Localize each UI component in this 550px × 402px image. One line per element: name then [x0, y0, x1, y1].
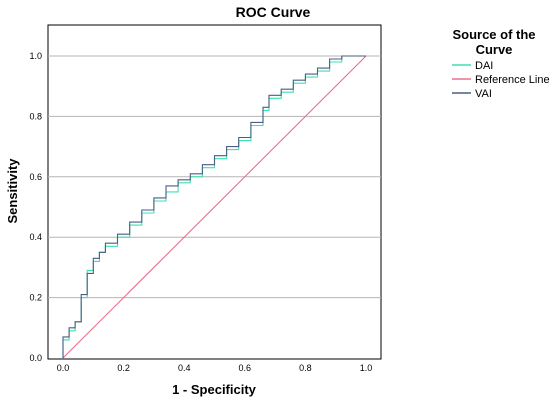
x-tick-label: 1.0 — [360, 363, 373, 373]
x-axis-ticks: 0.0 0.2 0.4 0.6 0.8 1.0 — [57, 363, 373, 373]
plot-frame — [47, 24, 382, 360]
legend: Source of the Curve DAI Reference Line VAI — [452, 27, 550, 100]
y-tick-label: 0.6 — [29, 172, 42, 182]
x-tick-label: 0.2 — [117, 363, 130, 373]
y-axis-label: Sensitivity — [5, 158, 20, 224]
x-tick-label: 0.4 — [178, 363, 191, 373]
y-tick-label: 1.0 — [29, 51, 42, 61]
x-tick-label: 0.0 — [57, 363, 70, 373]
y-axis-ticks: 0.0 0.2 0.4 0.6 0.8 1.0 — [29, 51, 42, 363]
y-tick-label: 0.0 — [29, 353, 42, 363]
y-tick-label: 0.8 — [29, 111, 42, 121]
x-tick-label: 0.8 — [299, 363, 312, 373]
legend-item-label: VAI — [475, 88, 492, 100]
legend-title-line-2: Curve — [476, 42, 513, 57]
legend-item-label: Reference Line — [475, 74, 550, 86]
y-tick-label: 0.2 — [29, 293, 42, 303]
y-tick-label: 0.4 — [29, 232, 42, 242]
series-lines — [62, 55, 367, 359]
series-line-vai — [62, 55, 366, 358]
series-line-reference-line — [62, 55, 367, 359]
x-tick-label: 0.6 — [239, 363, 252, 373]
x-axis-label: 1 - Specificity — [172, 382, 257, 397]
chart-title: ROC Curve — [236, 4, 311, 20]
gridlines — [48, 55, 381, 299]
legend-item-label: DAI — [475, 60, 493, 72]
legend-title-line-1: Source of the — [452, 27, 535, 42]
